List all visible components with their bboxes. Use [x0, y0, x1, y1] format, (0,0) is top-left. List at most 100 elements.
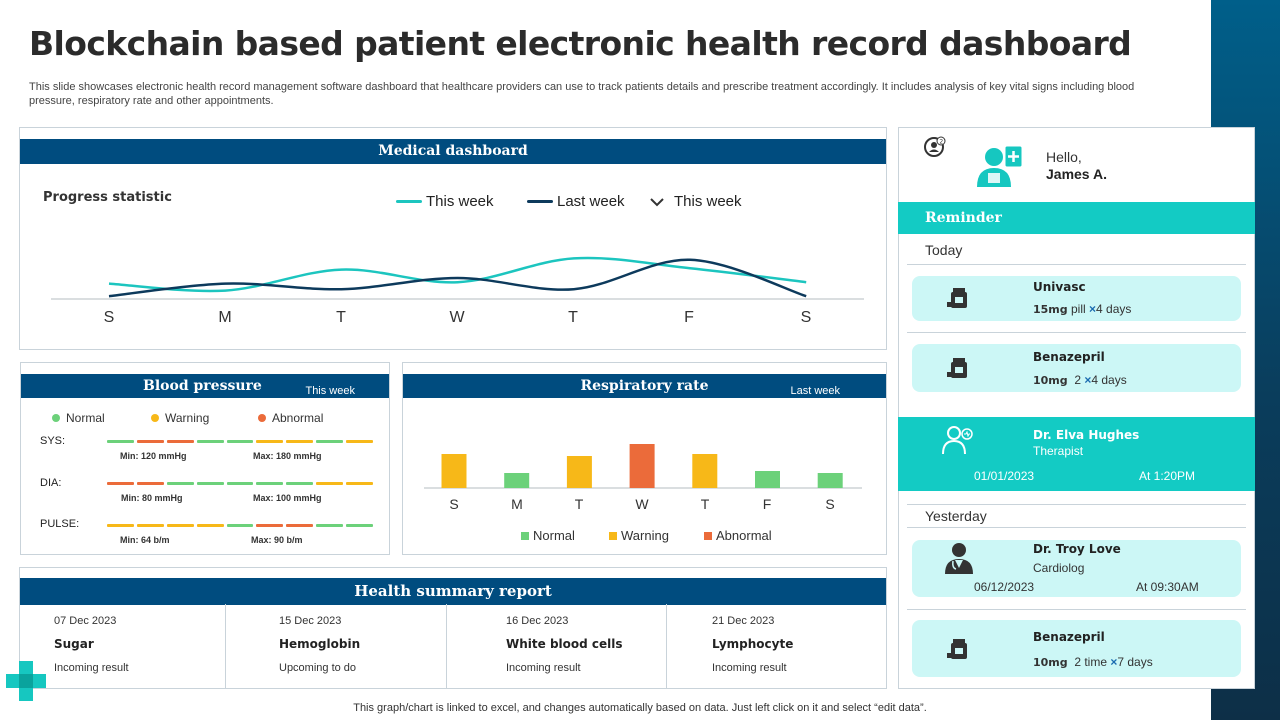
summary-date: 16 Dec 2023	[506, 615, 569, 627]
respiratory-rate-period: Last week	[790, 385, 840, 397]
pill-bottle-icon	[947, 288, 967, 308]
bp-segment	[316, 482, 344, 485]
day-label: M	[218, 309, 232, 326]
times-icon: ×	[1110, 655, 1118, 669]
summary-status: Incoming result	[506, 662, 581, 674]
medication-card-benazepril-2[interactable]: Benazepril 10mg 2 time ×7 days	[912, 620, 1241, 677]
medical-dashboard-title: Medical dashboard	[378, 143, 528, 159]
dia-label: DIA:	[40, 477, 62, 489]
duration: 7 days	[1117, 655, 1153, 669]
bp-segment	[136, 524, 164, 527]
legend-label: Warning	[621, 528, 669, 543]
legend-this-week[interactable]: This week	[396, 193, 494, 210]
rr-bar	[692, 454, 718, 488]
summary-status: Upcoming to do	[279, 662, 357, 674]
legend-swatch-navy	[527, 200, 553, 203]
summary-item-lymphocyte[interactable]: 21 Dec 2023 Lymphocyte Incoming result	[667, 604, 886, 688]
duration: 4 days	[1091, 373, 1127, 387]
today-label: Today	[925, 242, 963, 258]
rr-day-label: S	[825, 496, 835, 512]
legend-label: This week	[426, 193, 494, 210]
legend-label: Abnormal	[272, 411, 324, 425]
appointment-card-troy-love[interactable]: Dr. Troy Love Cardiolog 06/12/2023 At 09…	[912, 540, 1241, 597]
day-label: W	[449, 309, 465, 326]
yesterday-label: Yesterday	[925, 508, 987, 524]
sys-label: SYS:	[40, 435, 66, 447]
bp-segment	[196, 440, 224, 443]
medication-card-univasc[interactable]: Univasc 15mg pill ×4 days	[912, 276, 1241, 321]
bp-segment	[107, 482, 134, 485]
profile-name: James A.	[1046, 166, 1107, 182]
appointment-card-elva-hughes[interactable]: Dr. Elva Hughes Therapist 01/01/2023 At …	[898, 417, 1255, 491]
page-title: Blockchain based patient electronic heal…	[29, 24, 1132, 63]
medical-cross-icon	[6, 661, 46, 701]
bp-segment	[256, 524, 284, 527]
day-label: F	[684, 309, 694, 326]
bp-legend-abnormal: Abnormal	[258, 411, 323, 425]
appointment-time: At 09:30AM	[1136, 580, 1199, 594]
appointment-time: At 1:20PM	[1139, 469, 1196, 483]
blood-pressure-title: Blood pressure	[143, 378, 262, 394]
summary-item-hemoglobin[interactable]: 15 Dec 2023 Hemoglobin Upcoming to do	[226, 604, 447, 688]
medical-dashboard-panel: Medical dashboard	[19, 127, 887, 350]
medication-card-benazepril[interactable]: Benazepril 10mg 2 ×4 days	[912, 344, 1241, 392]
medication-name: Univasc	[1033, 280, 1086, 294]
legend-last-week[interactable]: Last week	[527, 193, 625, 210]
footnote: This graph/chart is linked to excel, and…	[353, 702, 927, 714]
pill-bottle-icon	[947, 358, 967, 378]
day-label: S	[800, 309, 812, 326]
legend-square	[704, 531, 712, 540]
bp-segment	[286, 482, 314, 485]
pulse-track	[107, 524, 374, 527]
bp-segment	[346, 524, 374, 527]
doctor-name: Dr. Troy Love	[1033, 542, 1121, 556]
chevron-down-icon	[650, 197, 664, 206]
bp-segment	[346, 482, 374, 485]
doctor-name: Dr. Elva Hughes	[1033, 428, 1140, 442]
divider	[907, 264, 1246, 265]
bp-segment	[316, 524, 344, 527]
user-switch-icon[interactable]: 2	[924, 136, 946, 158]
divider	[907, 527, 1246, 528]
rr-bar	[755, 471, 780, 488]
medication-name: Benazepril	[1033, 630, 1105, 644]
sys-min: Min: 120 mmHg	[120, 451, 187, 461]
period-dropdown[interactable]: This week	[649, 193, 742, 210]
summary-name: White blood cells	[506, 637, 623, 651]
bp-segment	[196, 524, 224, 527]
rr-day-label: S	[449, 496, 459, 512]
day-label: T	[568, 309, 578, 326]
blood-pressure-panel: Blood pressure This week	[20, 362, 390, 555]
bp-segment	[256, 482, 284, 485]
medication-name: Benazepril	[1033, 350, 1105, 364]
line-series-0	[108, 256, 807, 293]
page-description: This slide showcases electronic health r…	[29, 81, 1135, 107]
blood-pressure-header: Blood pressure This week	[21, 374, 389, 398]
quantity: 2	[1074, 373, 1082, 387]
rr-bar	[504, 473, 530, 488]
medication-dose-line: 15mg pill ×4 days	[1033, 302, 1131, 316]
legend-swatch-teal	[396, 200, 422, 203]
summary-status: Incoming result	[712, 662, 787, 674]
bp-segment	[226, 440, 254, 443]
rr-day-label: T	[574, 496, 584, 512]
summary-name: Lymphocyte	[712, 637, 794, 651]
bp-segment	[136, 482, 164, 485]
bp-segment	[226, 524, 254, 527]
dose: 10mg	[1033, 656, 1068, 669]
legend-square	[609, 531, 617, 540]
summary-date: 21 Dec 2023	[712, 615, 775, 627]
summary-item-sugar[interactable]: 07 Dec 2023 Sugar Incoming result	[19, 604, 226, 688]
pulse-min: Min: 64 b/m	[120, 535, 170, 545]
status-dot	[151, 414, 159, 422]
rr-bar	[817, 473, 843, 488]
reminder-title: Reminder	[925, 210, 1002, 226]
progress-statistic-label: Progress statistic	[43, 190, 172, 205]
pulse-label: PULSE:	[40, 518, 80, 530]
legend-label: Normal	[533, 528, 575, 543]
summary-item-white-blood-cells[interactable]: 16 Dec 2023 White blood cells Incoming r…	[447, 604, 667, 688]
appointment-date: 01/01/2023	[974, 469, 1035, 483]
period-dropdown-label: This week	[674, 193, 742, 210]
